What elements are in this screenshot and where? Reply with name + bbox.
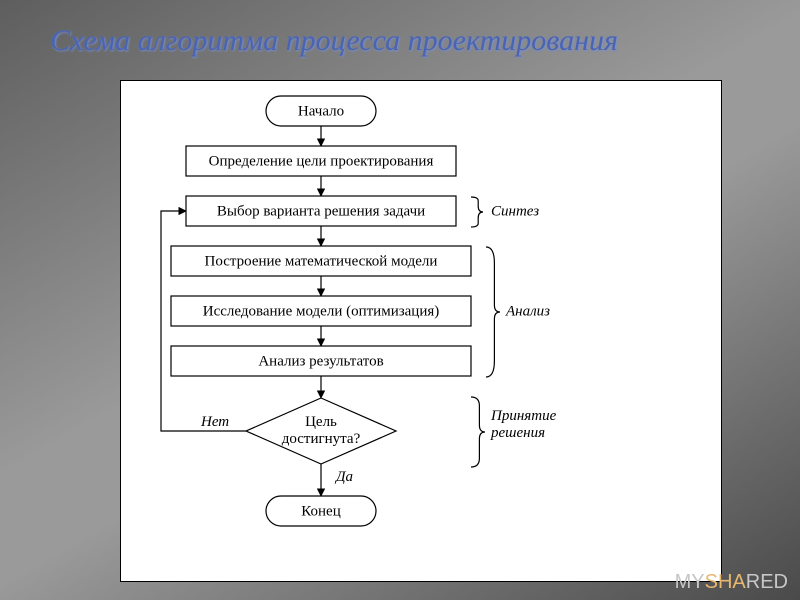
node-n1: Определение цели проектирования [186, 146, 456, 176]
brace [471, 397, 485, 467]
slide: Схема алгоритма процесса проектирования … [0, 0, 800, 600]
node-label: Исследование модели (оптимизация) [203, 303, 440, 319]
node-label: Определение цели проектирования [209, 153, 434, 169]
brace-label: Анализ [505, 303, 550, 319]
slide-title: Схема алгоритма процесса проектирования [50, 24, 618, 58]
node-dec: Цельдостигнута? [246, 398, 396, 464]
edge-label: Да [334, 469, 353, 485]
flowchart-svg: Да Нет Начало Определение цели проектирован… [121, 81, 721, 581]
watermark-part: RED [746, 571, 788, 593]
brace [486, 247, 500, 377]
node-label: Выбор варианта решения задачи [217, 203, 425, 219]
node-label: Конец [301, 503, 340, 519]
brace [471, 197, 483, 227]
node-end: Конец [266, 496, 376, 526]
edge-label: Нет [200, 414, 229, 430]
node-n5: Анализ результатов [171, 346, 471, 376]
watermark-part: SHA [705, 571, 746, 593]
node-label: достигнута? [282, 431, 361, 447]
watermark-part: MY [675, 571, 705, 593]
brace-label: решения [490, 425, 545, 441]
diagram-frame: Да Нет Начало Определение цели проектирован… [120, 80, 722, 582]
node-label: Начало [298, 103, 344, 119]
node-n2: Выбор варианта решения задачи [186, 196, 456, 226]
node-n3: Построение математической модели [171, 246, 471, 276]
node-n4: Исследование модели (оптимизация) [171, 296, 471, 326]
watermark: MYSHARED [675, 571, 788, 594]
node-label: Построение математической модели [205, 253, 438, 269]
node-start: Начало [266, 96, 376, 126]
brace-label: Принятие [490, 408, 557, 424]
node-label: Анализ результатов [258, 353, 383, 369]
brace-label: Синтез [491, 203, 539, 219]
node-label: Цель [305, 414, 337, 430]
